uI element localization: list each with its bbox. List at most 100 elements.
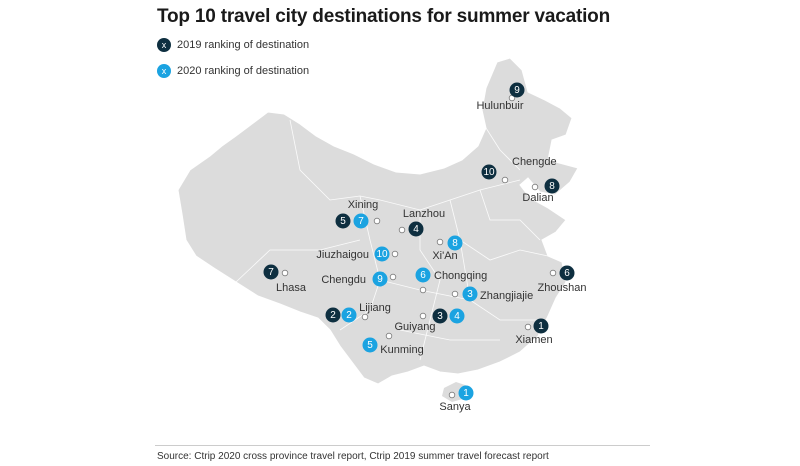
- badge-circle: [533, 318, 549, 334]
- badge-rank-2019: 5: [335, 213, 351, 229]
- city-label: Jiuzhaigou: [316, 249, 369, 261]
- badge-number: 5: [340, 216, 346, 227]
- badge-circle: [362, 337, 378, 353]
- badge-circle: [415, 267, 431, 283]
- city-label: Zhangjiajie: [480, 290, 533, 302]
- city-sanya: Sanya 1: [439, 385, 474, 413]
- badge-rank-2020: 9: [372, 271, 388, 287]
- source-note: Source: Ctrip 2020 cross province travel…: [157, 451, 549, 462]
- city-label: Kunming: [380, 344, 423, 356]
- legend-2020: x 2020 ranking of destination: [157, 64, 309, 78]
- badge-rank-2019: 8: [544, 178, 560, 194]
- city-label: Dalian: [522, 192, 553, 204]
- city-chengdu: Chengdu 9: [321, 271, 397, 287]
- badge-number: 2: [346, 310, 352, 321]
- badge-number: 5: [367, 340, 373, 351]
- badge-circle: [544, 178, 560, 194]
- city-chengde: Chengde 10: [481, 156, 557, 184]
- badge-rank-2020: 7: [353, 213, 369, 229]
- city-label: Sanya: [439, 401, 471, 413]
- city-zhoushan: Zhoushan 6: [538, 265, 587, 294]
- city-dot-icon: [549, 269, 557, 277]
- city-kunming: Kunming 5: [362, 332, 424, 356]
- city-dot-icon: [385, 332, 393, 340]
- legend-2019-label: 2019 ranking of destination: [177, 39, 310, 51]
- city-dot-icon: [389, 273, 397, 281]
- badge-number: 1: [463, 388, 469, 399]
- badge-circle: [374, 246, 390, 262]
- city-dot-icon: [281, 269, 289, 277]
- footer-divider: [155, 445, 650, 446]
- badge-number: 4: [413, 224, 419, 235]
- city-xian: Xi'An8: [432, 235, 463, 262]
- city-label: Xiamen: [515, 334, 552, 346]
- badge-rank-2020: 5: [362, 337, 378, 353]
- badge-rank-2020: 4: [449, 308, 465, 324]
- badge-rank-2020: 2: [341, 307, 357, 323]
- city-label: Lanzhou: [403, 208, 445, 220]
- badge-rank-2019: 1: [533, 318, 549, 334]
- city-label: Xi'An: [432, 250, 457, 262]
- badge-circle: [408, 221, 424, 237]
- badge-number: 9: [514, 85, 520, 96]
- badge-rank-2020: 1: [458, 385, 474, 401]
- badge-number: 6: [420, 270, 426, 281]
- chart-title: Top 10 travel city destinations for summ…: [157, 6, 610, 27]
- city-dot-icon: [361, 313, 369, 321]
- badge-circle: [559, 265, 575, 281]
- badge-circle: [263, 264, 279, 280]
- city-dot-icon: [398, 226, 406, 234]
- city-label: Chengdu: [321, 274, 366, 286]
- badge-number: 7: [358, 216, 364, 227]
- badge-circle: [458, 385, 474, 401]
- city-dot-icon: [373, 217, 381, 225]
- badge-number: 10: [376, 249, 388, 260]
- city-label: Guiyang: [395, 321, 436, 333]
- badge-circle: [462, 286, 478, 302]
- city-label: Zhoushan: [538, 282, 587, 294]
- city-dot-icon: [524, 323, 532, 331]
- city-dot-icon: [419, 286, 427, 294]
- city-label: Lijiang: [359, 302, 391, 314]
- badge-rank-2020: 10: [374, 246, 390, 262]
- city-chongqing: Chongqing 6: [415, 267, 487, 294]
- city-label: Hulunbuir: [476, 100, 523, 112]
- badge-circle: [335, 213, 351, 229]
- badge-number: 8: [452, 238, 458, 249]
- badge-rank-2019: 7: [263, 264, 279, 280]
- badge-circle: [481, 164, 497, 180]
- city-xiamen: Xiamen 1: [515, 318, 553, 346]
- legend-2019: x 2019 ranking of destination: [157, 38, 309, 52]
- badge-circle: [509, 82, 525, 98]
- city-hulunbuir: Hulunbuir 9: [476, 82, 525, 112]
- badge-rank-2020: 6: [415, 267, 431, 283]
- badge-number: 10: [483, 167, 495, 178]
- badge-number: 3: [437, 311, 443, 322]
- city-dot-icon: [436, 238, 444, 246]
- legend-2019-badge: x: [157, 38, 171, 52]
- city-dot-icon: [448, 391, 456, 399]
- badge-rank-2019: 4: [408, 221, 424, 237]
- city-label: Lhasa: [276, 282, 307, 294]
- badge-number: 4: [454, 311, 460, 322]
- badge-circle: [449, 308, 465, 324]
- badge-rank-2019: 10: [481, 164, 497, 180]
- city-label: Xining: [348, 199, 379, 211]
- badge-circle: [325, 307, 341, 323]
- badge-number: 7: [268, 267, 274, 278]
- badge-rank-2020: 3: [462, 286, 478, 302]
- badge-number: 8: [549, 181, 555, 192]
- badge-circle: [341, 307, 357, 323]
- city-dot-icon: [419, 312, 427, 320]
- badge-rank-2019: 6: [559, 265, 575, 281]
- badge-rank-2019: 9: [509, 82, 525, 98]
- badge-number: 3: [467, 289, 473, 300]
- city-lanzhou: Lanzhou 4: [398, 208, 445, 237]
- city-dot-icon: [531, 183, 539, 191]
- badge-circle: [447, 235, 463, 251]
- badge-number: 6: [564, 268, 570, 279]
